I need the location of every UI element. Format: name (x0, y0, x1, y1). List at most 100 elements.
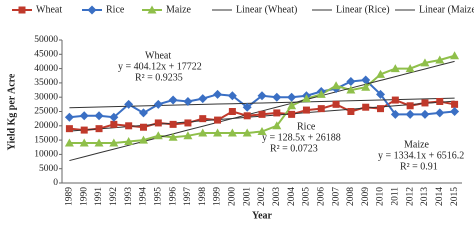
y-tick-label: 35000 (34, 78, 58, 88)
x-tick-label: 2014 (435, 187, 445, 206)
x-tick-label: 2002 (257, 187, 267, 206)
annotation: y = 1334.1x + 6516.2 (378, 150, 464, 161)
x-tick-label: 1990 (79, 187, 89, 206)
marker (376, 89, 386, 99)
marker (346, 76, 356, 86)
x-tick-label: 2015 (450, 187, 460, 206)
marker (258, 110, 266, 118)
marker (435, 108, 445, 118)
marker (109, 112, 119, 122)
marker (94, 138, 104, 147)
marker (242, 102, 252, 112)
x-tick-label: 1993 (124, 187, 134, 206)
x-tick-label: 1992 (109, 187, 119, 206)
annotation: Maize (404, 139, 430, 150)
marker (435, 55, 445, 64)
y-tick-label: 30000 (34, 92, 58, 102)
y-tick-label: 40000 (34, 64, 58, 74)
marker (139, 123, 147, 131)
marker (227, 91, 237, 101)
marker (95, 125, 103, 133)
y-tick-label: 5000 (39, 164, 58, 174)
marker (377, 105, 385, 113)
marker (183, 96, 193, 106)
marker (287, 92, 297, 102)
marker (361, 75, 371, 85)
legend-marker (18, 6, 26, 14)
legend-label: Wheat (36, 4, 62, 15)
marker (198, 128, 208, 137)
legend-label: Linear (Maize) (419, 4, 474, 15)
marker (153, 99, 163, 109)
marker (362, 103, 370, 111)
marker (168, 95, 178, 105)
legend-label: Maize (166, 4, 192, 15)
marker (390, 109, 400, 119)
y-axis-label: Yield Kg per Acre (6, 73, 17, 150)
marker (272, 121, 282, 130)
marker (420, 58, 430, 67)
legend-marker (87, 5, 97, 15)
marker (64, 138, 74, 147)
marker (421, 99, 429, 107)
y-tick-label: 45000 (34, 49, 58, 59)
legend-label: Linear (Wheat) (236, 4, 297, 15)
marker (346, 85, 356, 94)
marker (153, 131, 163, 140)
marker (184, 119, 192, 127)
annotation: R² = 0.0723 (270, 143, 318, 154)
marker (451, 100, 459, 108)
x-tick-label: 1991 (94, 187, 104, 206)
x-tick-label: 2001 (242, 187, 252, 206)
marker (213, 128, 223, 137)
marker (110, 120, 118, 128)
marker (376, 69, 386, 78)
marker (257, 127, 267, 136)
x-tick-label: 1995 (153, 187, 163, 206)
marker (287, 101, 297, 110)
x-tick-label: 1989 (65, 187, 75, 206)
y-tick-label: 0 (53, 178, 58, 188)
y-tick-label: 20000 (34, 121, 58, 131)
y-tick-label: 15000 (34, 135, 58, 145)
marker (214, 116, 222, 124)
marker (228, 108, 236, 115)
legend-marker (147, 5, 157, 14)
y-tick-label: 25000 (34, 107, 58, 117)
marker (273, 109, 281, 117)
annotation: R² = 0.9235 (135, 72, 183, 83)
marker (347, 108, 355, 115)
x-tick-label: 2010 (376, 187, 386, 206)
marker (65, 125, 73, 133)
marker (405, 109, 415, 119)
marker (154, 119, 162, 127)
trend-line (69, 97, 455, 109)
marker (317, 105, 325, 113)
x-tick-label: 2005 (302, 187, 312, 206)
x-tick-label: 2004 (287, 187, 297, 206)
marker (390, 64, 400, 73)
y-tick-label: 10000 (34, 150, 58, 160)
marker (406, 102, 414, 110)
x-tick-label: 2008 (346, 187, 356, 206)
annotation: y = 128.5x + 26188 (262, 132, 341, 143)
marker (332, 100, 340, 108)
y-tick-label: 50000 (34, 35, 58, 45)
marker (391, 96, 399, 104)
x-tick-label: 2013 (420, 187, 430, 206)
marker (243, 112, 251, 120)
x-tick-label: 2011 (391, 187, 401, 206)
marker (213, 89, 223, 99)
marker (436, 97, 444, 105)
annotation: Wheat (145, 50, 171, 61)
marker (79, 138, 89, 147)
marker (420, 109, 430, 119)
marker (450, 107, 460, 116)
marker (242, 128, 252, 137)
marker (198, 94, 208, 104)
marker (64, 112, 74, 122)
marker (169, 120, 177, 128)
x-tick-label: 1999 (213, 187, 223, 206)
marker (316, 89, 326, 98)
marker (109, 138, 119, 147)
